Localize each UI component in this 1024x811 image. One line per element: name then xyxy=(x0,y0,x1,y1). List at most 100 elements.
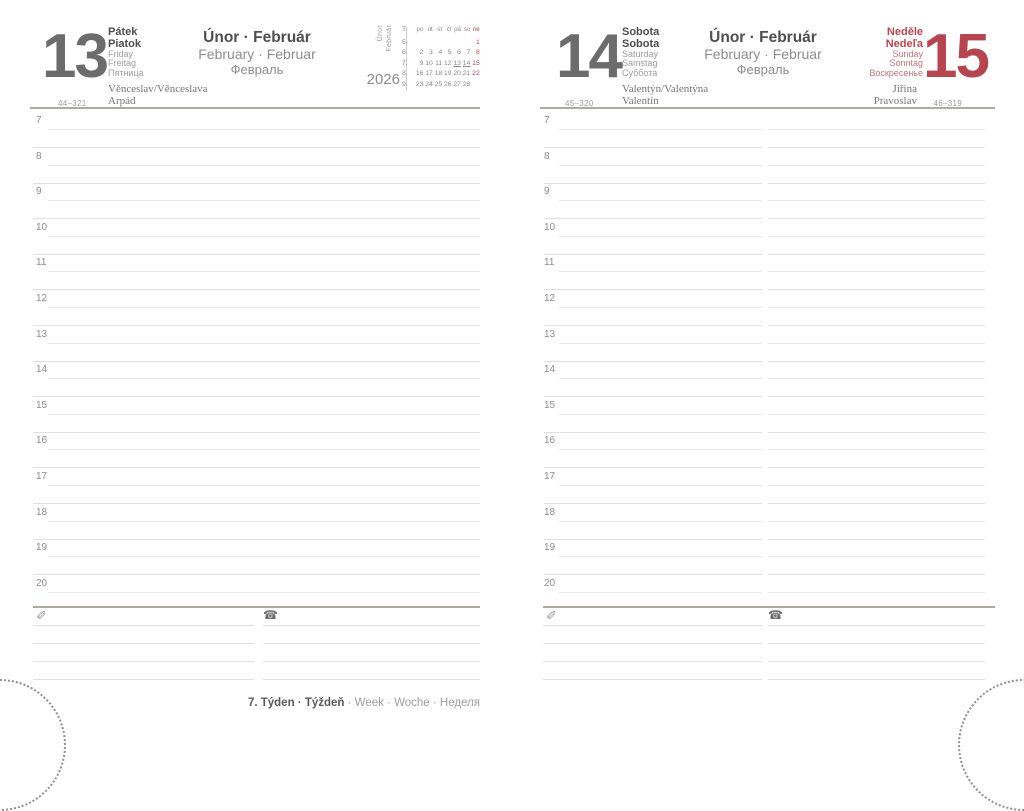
hour-line xyxy=(768,449,985,451)
hour-row-19: 19 xyxy=(30,540,480,576)
half-hour-line xyxy=(33,574,480,576)
half-hour-line xyxy=(33,360,480,362)
month-title-ru: Февраль xyxy=(736,62,790,77)
half-hour-line xyxy=(768,253,985,255)
day-name-en: Friday xyxy=(108,49,134,59)
hour-line xyxy=(559,556,762,558)
minical-day: 20 xyxy=(453,70,461,78)
day-name-en: Saturday xyxy=(622,49,659,59)
hour-label: 20 xyxy=(36,577,48,589)
minical-day: 24 xyxy=(425,80,433,88)
hour-line xyxy=(768,591,985,593)
page-saturday-sunday: 14 Sobota Sobota Saturday Samstag Суббот… xyxy=(540,18,995,718)
hour-line xyxy=(559,235,762,237)
minical-day: 6 xyxy=(457,49,461,57)
hour-row-8: 8 xyxy=(30,149,480,185)
half-hour-line xyxy=(33,538,480,540)
half-hour-line xyxy=(544,360,762,362)
note-line xyxy=(263,679,480,680)
minical-day: 21 xyxy=(462,70,471,78)
note-line xyxy=(33,643,254,644)
half-hour-line xyxy=(768,325,985,326)
day-name-cz: Sobota xyxy=(622,26,660,38)
note-line xyxy=(768,661,985,662)
minical-week-number: 5. xyxy=(402,38,408,46)
phone-icon: ☎ xyxy=(768,608,783,622)
hour-row-10: 10 xyxy=(30,220,480,256)
hour-label: 16 xyxy=(544,435,556,447)
hour-line xyxy=(768,235,985,237)
hour-row-8: 8 xyxy=(540,149,995,185)
hour-row-9: 9 xyxy=(540,184,995,220)
minical-day: 10 xyxy=(425,59,433,67)
hour-line xyxy=(559,378,762,380)
hour-label: 19 xyxy=(36,542,48,554)
minical-day: 4 xyxy=(438,49,443,57)
minical-week-row: 7. 9 10 11 12 13 14 15 xyxy=(402,60,480,71)
minical-day: 11 xyxy=(435,59,443,67)
hour-line xyxy=(559,520,762,522)
page-friday: 13 Pátek Piatok Friday Freitag Пятница V… xyxy=(30,18,480,718)
hour-label: 15 xyxy=(36,399,48,411)
hour-label: 17 xyxy=(544,471,556,482)
hour-line xyxy=(768,307,985,308)
hour-line xyxy=(768,520,985,522)
hour-grid-saturday-sunday: 7 8 9 10 11 12 13 14 15 16 17 18 19 20 xyxy=(540,18,995,718)
half-hour-line xyxy=(768,574,985,576)
half-hour-line xyxy=(544,503,762,504)
half-hour-line xyxy=(544,396,762,398)
half-hour-line xyxy=(33,503,480,504)
hour-row-20: 20 xyxy=(540,576,995,612)
month-title: Únor · Február February · Februar Феврал… xyxy=(147,29,367,78)
half-hour-line xyxy=(768,431,985,433)
hour-line xyxy=(559,485,762,486)
minical-day: 19 xyxy=(444,70,452,78)
minical-day: 5 xyxy=(447,49,452,57)
month-title: Únor · Február February · Februar Феврал… xyxy=(653,29,873,78)
half-hour-line xyxy=(768,147,985,148)
hour-label: 14 xyxy=(36,364,48,376)
minical-day: 1 xyxy=(475,38,480,46)
hour-line xyxy=(48,271,480,273)
sunday-day-names: Neděle Nedeľa Sunday Sonntag Воскресенье xyxy=(869,26,923,78)
hour-line xyxy=(559,591,762,593)
name-day-line: Jiřina xyxy=(892,83,917,95)
minical-week-corner: T. xyxy=(402,26,408,33)
hour-line xyxy=(768,164,985,166)
hour-row-18: 18 xyxy=(30,505,480,541)
hour-row-15: 15 xyxy=(540,398,995,434)
hour-line xyxy=(768,378,985,380)
half-hour-line xyxy=(33,289,480,291)
hour-line xyxy=(48,378,480,380)
minical-day: 16 xyxy=(415,70,424,78)
hour-label: 7 xyxy=(544,115,550,126)
year-label: 2026 xyxy=(366,71,400,88)
half-hour-line xyxy=(768,218,985,220)
hour-line xyxy=(768,485,985,486)
half-hour-line xyxy=(768,396,985,398)
hour-line xyxy=(559,413,762,415)
hour-line xyxy=(768,413,985,415)
hour-line xyxy=(48,200,480,202)
hour-line xyxy=(559,307,762,308)
minical-day: 26 xyxy=(444,80,452,88)
hour-label: 13 xyxy=(544,328,556,340)
day-number-saturday: 14 xyxy=(556,22,623,91)
half-hour-line xyxy=(768,360,985,362)
month-title-cz-sk: Únor · Február xyxy=(203,29,311,46)
hour-row-10: 10 xyxy=(540,220,995,256)
half-hour-line xyxy=(33,325,480,326)
half-hour-line xyxy=(33,147,480,148)
hour-row-15: 15 xyxy=(30,398,480,434)
hour-line xyxy=(559,271,762,273)
header-vertical-divider xyxy=(406,27,407,91)
month-title-cz-sk: Únor · Február xyxy=(709,29,817,46)
name-day-line: Arpád xyxy=(108,94,136,107)
friday-day-of-year: 44–321 xyxy=(58,99,87,108)
day-name-ru: Пятница xyxy=(108,67,144,78)
minical-week-number: 9. xyxy=(402,80,408,88)
hour-line xyxy=(48,520,480,522)
minical-day: 17 xyxy=(425,70,433,78)
day-name-ru: Воскресенье xyxy=(869,67,923,78)
hour-label: 20 xyxy=(544,577,556,589)
